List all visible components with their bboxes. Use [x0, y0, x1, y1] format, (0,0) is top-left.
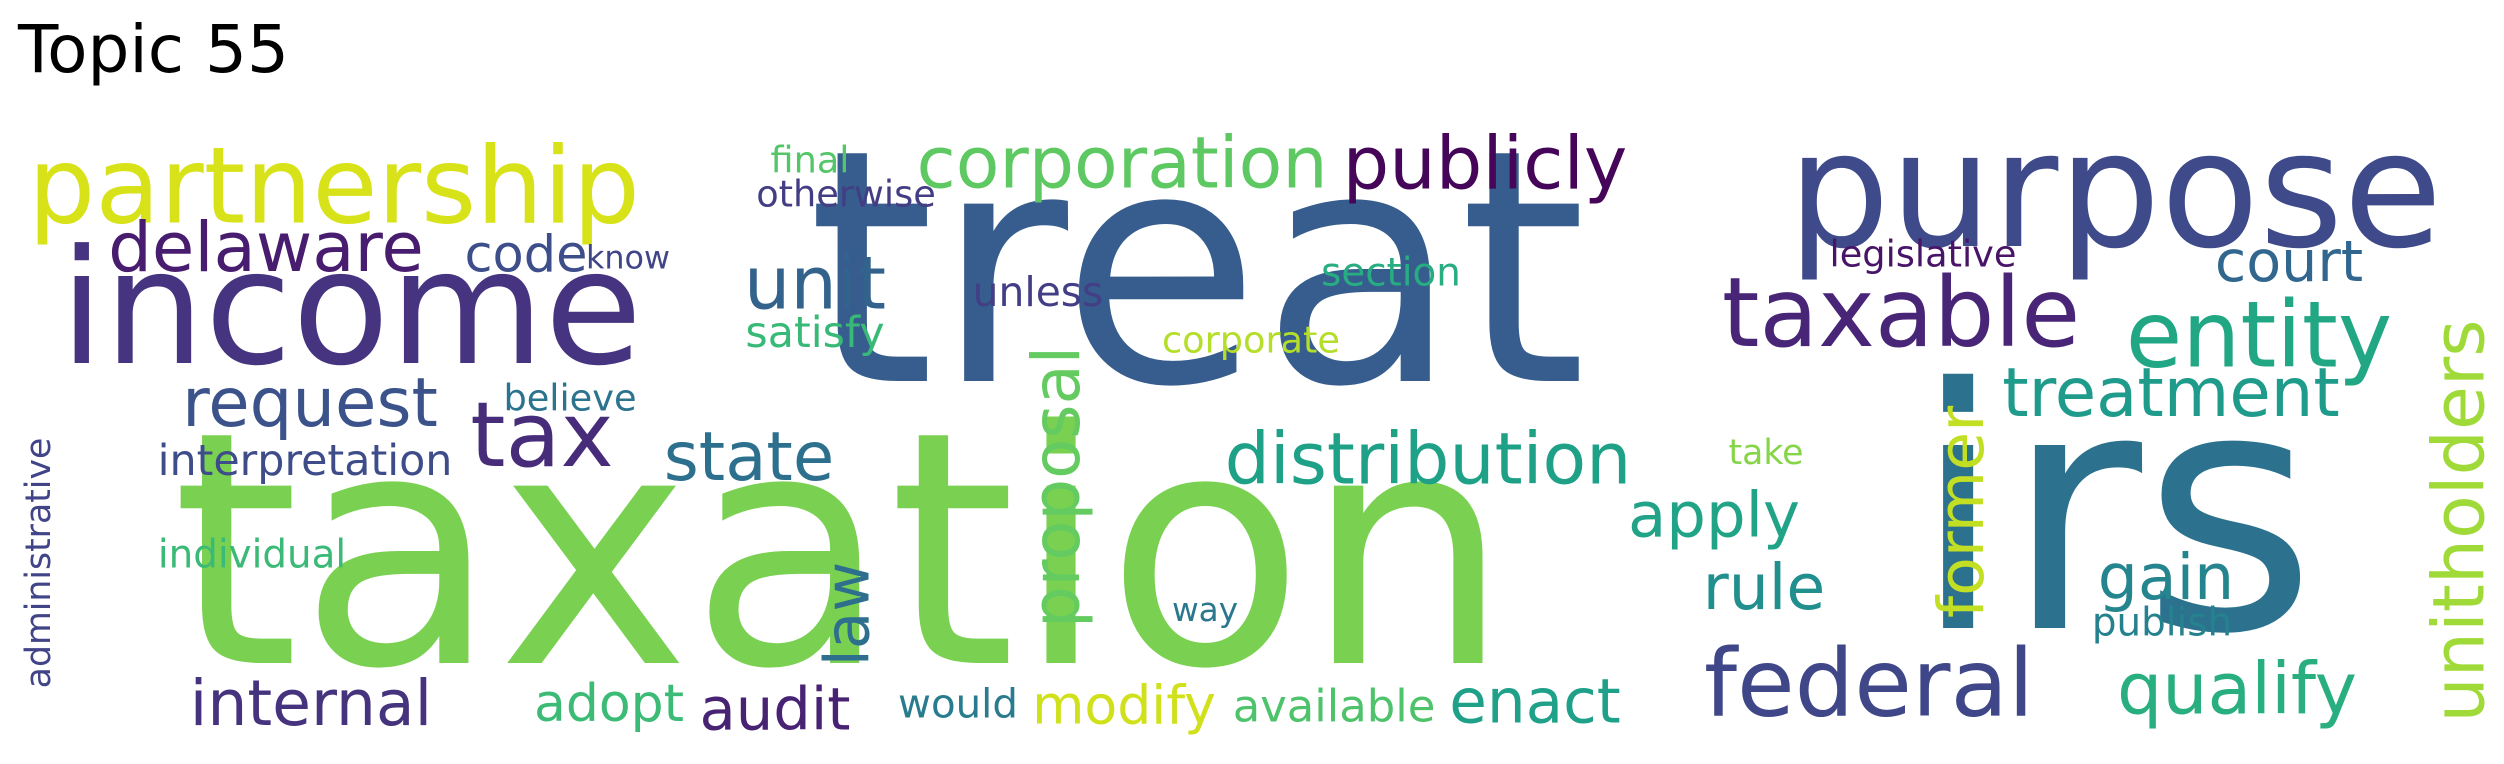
- word-satisfy: satisfy: [745, 308, 884, 358]
- word-request: request: [182, 364, 438, 442]
- word-distribution: distribution: [1225, 418, 1632, 501]
- word-gain: gain: [2098, 540, 2234, 614]
- word-entity: entity: [2126, 282, 2392, 389]
- word-qualify: qualify: [2117, 648, 2357, 731]
- word-individual: individual: [158, 533, 346, 578]
- word-know: know: [586, 240, 670, 277]
- word-treat: treat: [807, 80, 1586, 458]
- word-apply: apply: [1628, 479, 1800, 552]
- word-former: former: [1924, 406, 1998, 618]
- word-interpretation: interpretation: [158, 436, 453, 486]
- word-section: section: [1321, 251, 1461, 296]
- word-code: code: [465, 226, 588, 285]
- word-corporate: corporate: [1162, 319, 1340, 362]
- word-rule: rule: [1703, 550, 1825, 624]
- word-unless: unless: [973, 268, 1104, 316]
- word-irs: irs: [1912, 317, 2317, 707]
- word-court: court: [2215, 229, 2363, 295]
- word-administrative: administrative: [19, 438, 59, 689]
- word-law: law: [813, 562, 884, 667]
- word-available: available: [1233, 680, 1436, 733]
- word-legislative: legislative: [1830, 233, 2017, 276]
- word-modify: modify: [1032, 674, 1216, 737]
- word-partnership: partnership: [28, 125, 640, 248]
- word-corporation: corporation: [916, 122, 1327, 205]
- word-purpose: purpose: [1788, 97, 2443, 285]
- word-taxable: taxable: [1722, 257, 2080, 369]
- word-delaware: delaware: [108, 208, 424, 288]
- word-believe: believe: [503, 377, 636, 420]
- figure-title: Topic 55: [18, 11, 289, 88]
- word-internal: internal: [190, 666, 432, 740]
- word-otherwise: otherwise: [756, 173, 936, 216]
- word-taxation: taxation: [172, 362, 1510, 740]
- word-unit: unit: [744, 242, 886, 327]
- word-income: income: [60, 215, 643, 401]
- word-state: state: [664, 418, 834, 496]
- word-take: take: [1728, 433, 1803, 473]
- word-proposal: proposal: [1019, 346, 1095, 628]
- word-unitholders: unitholders: [2418, 320, 2501, 723]
- word-final: final: [770, 139, 849, 182]
- word-publish: publish: [2092, 601, 2232, 646]
- word-federal: federal: [1704, 630, 2034, 739]
- word-tax: tax: [470, 384, 613, 488]
- word-way: way: [1172, 591, 1238, 629]
- word-publicly: publicly: [1343, 122, 1628, 207]
- word-audit: audit: [699, 675, 850, 744]
- word-treatment: treatment: [2002, 354, 2340, 432]
- word-adopt: adopt: [534, 674, 684, 734]
- word-would: would: [898, 681, 1018, 728]
- word-enact: enact: [1449, 667, 1621, 738]
